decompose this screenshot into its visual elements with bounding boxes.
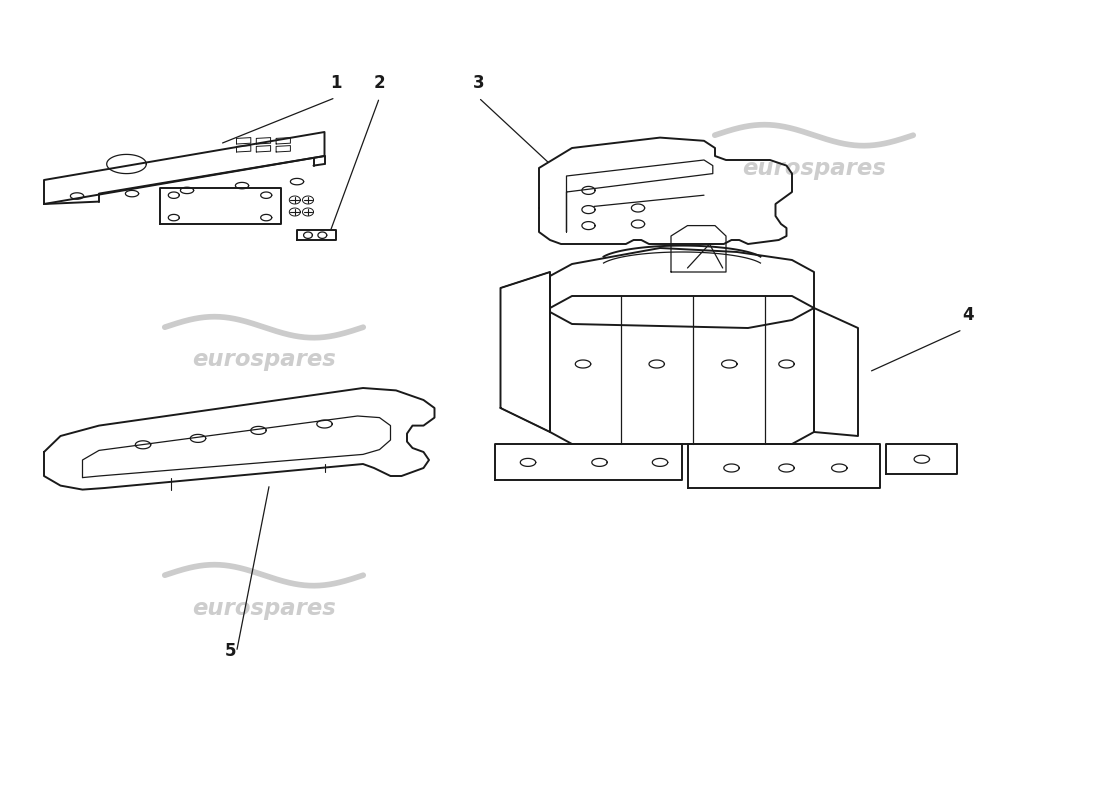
Text: 5: 5 bbox=[226, 642, 236, 660]
Text: 2: 2 bbox=[374, 74, 385, 92]
Text: 3: 3 bbox=[473, 74, 484, 92]
Text: 4: 4 bbox=[962, 306, 974, 324]
Text: eurospares: eurospares bbox=[192, 349, 336, 371]
Text: eurospares: eurospares bbox=[742, 157, 886, 179]
Text: eurospares: eurospares bbox=[192, 597, 336, 619]
Text: 1: 1 bbox=[330, 74, 341, 92]
